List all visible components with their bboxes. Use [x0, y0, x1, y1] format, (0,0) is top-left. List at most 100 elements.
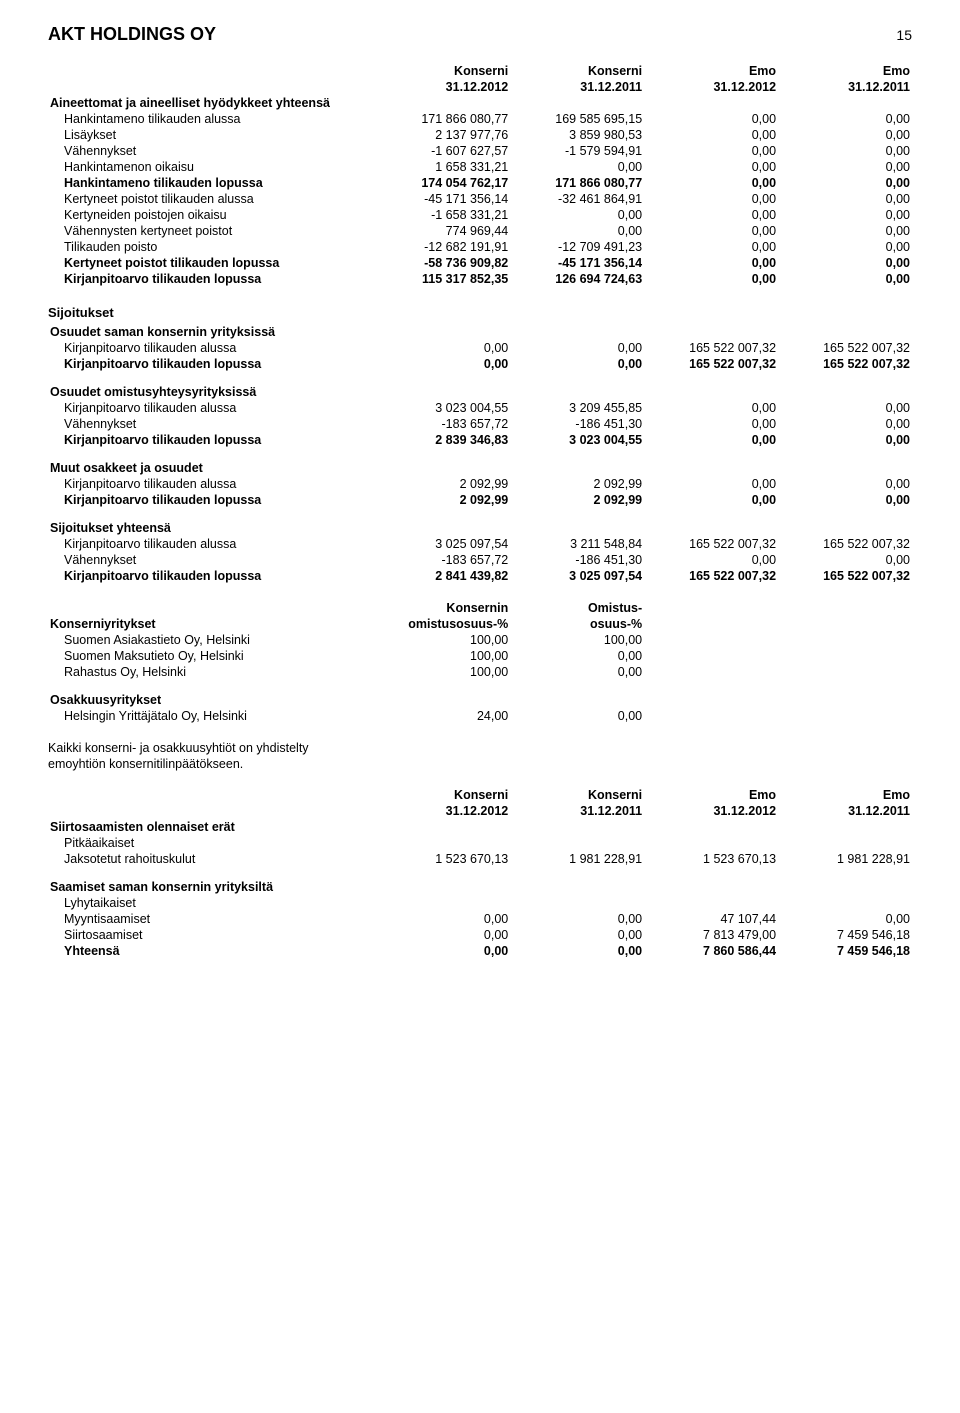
row-value: 1 523 670,13 [644, 851, 778, 867]
group-title: Osuudet omistusyhteysyrityksissä [48, 384, 912, 400]
row-value: 3 023 004,55 [376, 400, 510, 416]
table-row: Kirjanpitoarvo tilikauden lopussa2 092,9… [48, 492, 912, 508]
row-value: 0,00 [510, 648, 644, 664]
row-value: -186 451,30 [510, 416, 644, 432]
col-header: Emo [778, 787, 912, 803]
table-row: Siirtosaamiset0,000,007 813 479,007 459 … [48, 927, 912, 943]
row-value: 0,00 [778, 159, 912, 175]
row-value: 0,00 [778, 492, 912, 508]
row-value: 1 981 228,91 [778, 851, 912, 867]
row-value: 0,00 [510, 159, 644, 175]
table-row: Hankintameno tilikauden alussa171 866 08… [48, 111, 912, 127]
row-value: 0,00 [644, 191, 778, 207]
row-value: -1 658 331,21 [376, 207, 510, 223]
row-label: Kirjanpitoarvo tilikauden alussa [48, 340, 376, 356]
row-value: -186 451,30 [510, 552, 644, 568]
row-value: 0,00 [644, 476, 778, 492]
row-label: Kertyneiden poistojen oikaisu [48, 207, 376, 223]
group-title: Sijoitukset yhteensä [48, 520, 912, 536]
row-value: 0,00 [644, 111, 778, 127]
row-value: 0,00 [644, 239, 778, 255]
row-value: 3 025 097,54 [510, 568, 644, 584]
row-value: 2 092,99 [376, 476, 510, 492]
saamiset-sub: Lyhytaikaiset [48, 895, 912, 911]
row-value: 165 522 007,32 [644, 340, 778, 356]
table-row: Yhteensä0,000,007 860 586,447 459 546,18 [48, 943, 912, 959]
row-value: 2 841 439,82 [376, 568, 510, 584]
col-header: 31.12.2012 [644, 79, 778, 95]
row-value: 0,00 [644, 175, 778, 191]
row-value: 2 137 977,76 [376, 127, 510, 143]
row-value: 2 839 346,83 [376, 432, 510, 448]
table-row: Kirjanpitoarvo tilikauden lopussa115 317… [48, 271, 912, 287]
col-header: Konserni [510, 63, 644, 79]
row-value: 0,00 [644, 552, 778, 568]
row-value: 0,00 [510, 927, 644, 943]
row-label: Kirjanpitoarvo tilikauden lopussa [48, 492, 376, 508]
row-label: Kirjanpitoarvo tilikauden lopussa [48, 356, 376, 372]
saamiset-title: Saamiset saman konsernin yrityksiltä [48, 879, 912, 895]
note-line: emoyhtiön konsernitilinpäätökseen. [48, 757, 243, 771]
row-label: Kirjanpitoarvo tilikauden lopussa [48, 271, 376, 287]
row-value: 0,00 [510, 664, 644, 680]
table-row: Jaksotetut rahoituskulut 1 523 670,13 1 … [48, 851, 912, 867]
row-value: 0,00 [778, 111, 912, 127]
row-value: 7 860 586,44 [644, 943, 778, 959]
table-row: Kirjanpitoarvo tilikauden alussa3 023 00… [48, 400, 912, 416]
ownership-group-title: Konserniyritykset [48, 616, 376, 632]
row-value: 165 522 007,32 [644, 568, 778, 584]
row-label: Hankintamenon oikaisu [48, 159, 376, 175]
table-row: Kertyneiden poistojen oikaisu-1 658 331,… [48, 207, 912, 223]
row-value: 0,00 [644, 207, 778, 223]
table-row: Vähennysten kertyneet poistot774 969,440… [48, 223, 912, 239]
row-value: -183 657,72 [376, 416, 510, 432]
row-label: Kirjanpitoarvo tilikauden lopussa [48, 432, 376, 448]
row-value: 0,00 [644, 400, 778, 416]
row-value: -58 736 909,82 [376, 255, 510, 271]
row-value: 1 658 331,21 [376, 159, 510, 175]
table-siirto: Konserni Konserni Emo Emo 31.12.2012 31.… [48, 787, 912, 959]
row-value: 3 025 097,54 [376, 536, 510, 552]
row-value: 7 459 546,18 [778, 927, 912, 943]
row-label: Suomen Asiakastieto Oy, Helsinki [48, 632, 376, 648]
row-label: Yhteensä [48, 943, 376, 959]
company-name: AKT HOLDINGS OY [48, 24, 216, 45]
row-value: 3 211 548,84 [510, 536, 644, 552]
row-value: 0,00 [376, 356, 510, 372]
table-row: Suomen Asiakastieto Oy, Helsinki100,0010… [48, 632, 912, 648]
table-sijoitukset: Osuudet saman konsernin yrityksissäKirja… [48, 324, 912, 584]
row-value: -32 461 864,91 [510, 191, 644, 207]
row-value: 0,00 [778, 223, 912, 239]
table-row: Rahastus Oy, Helsinki100,000,00 [48, 664, 912, 680]
group-title-row: Muut osakkeet ja osuudet [48, 460, 912, 476]
row-value: 0,00 [510, 356, 644, 372]
table-row: Kirjanpitoarvo tilikauden alussa3 025 09… [48, 536, 912, 552]
row-value: 0,00 [644, 492, 778, 508]
row-label: Rahastus Oy, Helsinki [48, 664, 376, 680]
row-label: Kirjanpitoarvo tilikauden alussa [48, 400, 376, 416]
table-row: Kertyneet poistot tilikauden lopussa-58 … [48, 255, 912, 271]
col-header: Konserni [376, 63, 510, 79]
row-value: 0,00 [376, 911, 510, 927]
row-value: -45 171 356,14 [376, 191, 510, 207]
col-header: 31.12.2011 [510, 803, 644, 819]
row-value: 0,00 [778, 416, 912, 432]
row-value: 0,00 [644, 271, 778, 287]
row-value: 0,00 [778, 239, 912, 255]
col-header: omistusosuus-% [376, 616, 510, 632]
row-label: Lisäykset [48, 127, 376, 143]
row-value: 3 859 980,53 [510, 127, 644, 143]
row-value: 0,00 [778, 432, 912, 448]
table-header-row-1: Konserni Konserni Emo Emo [48, 787, 912, 803]
table-row: Kirjanpitoarvo tilikauden alussa0,000,00… [48, 340, 912, 356]
col-header: Konserni [376, 787, 510, 803]
row-value: 165 522 007,32 [644, 536, 778, 552]
col-header: 31.12.2012 [376, 803, 510, 819]
page-root: AKT HOLDINGS OY 15 Konserni Konserni Emo… [0, 0, 960, 1015]
row-value: 100,00 [376, 648, 510, 664]
row-value: 0,00 [510, 943, 644, 959]
row-value: 1 523 670,13 [376, 851, 510, 867]
row-value: 171 866 080,77 [510, 175, 644, 191]
row-label: Jaksotetut rahoituskulut [48, 851, 376, 867]
siirto-sub: Pitkäaikaiset [48, 835, 912, 851]
